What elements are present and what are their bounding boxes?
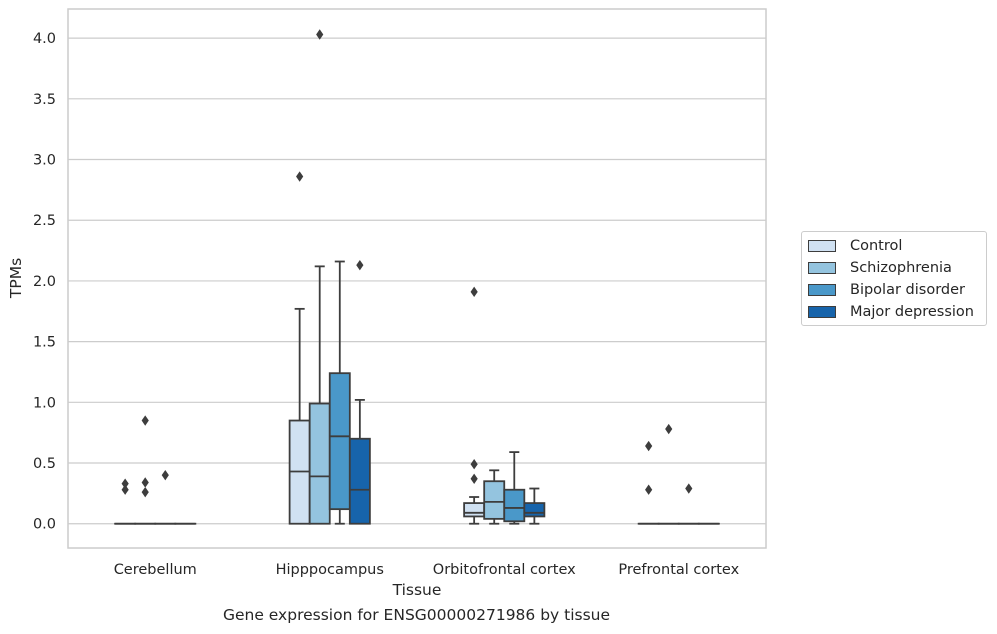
box-major-depression <box>348 259 371 525</box>
y-tick-label: 3.0 <box>33 153 56 169</box>
box-iqr <box>328 372 351 511</box>
y-tick-label: 1.5 <box>33 335 56 351</box>
x-axis-label: Tissue <box>392 581 442 599</box>
outlier-point <box>645 484 653 495</box>
x-tick-label: Hipppocampus <box>276 562 384 578</box>
y-tick-label: 0.5 <box>33 456 56 472</box>
y-tick-label: 2.0 <box>33 274 56 290</box>
y-axis-label: TPMs <box>7 258 25 299</box>
outlier-point <box>645 440 653 452</box>
legend-swatch-schizophrenia <box>808 262 836 274</box>
gridlines <box>68 37 766 525</box>
y-tick-label: 1.0 <box>33 395 56 411</box>
box-control <box>114 478 137 525</box>
legend-label-schizophrenia: Schizophrenia <box>850 260 952 276</box>
outlier-point <box>470 473 478 485</box>
box-iqr <box>523 502 546 518</box>
outlier-point <box>141 486 149 498</box>
box-plot-series <box>114 29 720 525</box>
figure-caption: Gene expression for ENSG00000271986 by t… <box>222 606 611 624</box>
outlier-point <box>161 469 169 481</box>
box-iqr <box>348 437 371 525</box>
box-schizophrenia <box>308 29 331 525</box>
box-control <box>288 171 311 525</box>
plot-frame <box>67 8 767 549</box>
box-iqr <box>308 402 331 525</box>
box-schizophrenia <box>134 415 157 525</box>
outlier-point <box>316 29 324 40</box>
box-schizophrenia <box>657 423 680 525</box>
x-tick-label: Cerebellum <box>114 562 197 578</box>
box-schizophrenia <box>483 469 506 525</box>
y-tick-label: 3.5 <box>33 92 56 108</box>
y-tick-label: 4.0 <box>33 31 56 47</box>
legend-swatch-major-depression <box>808 306 836 318</box>
outlier-point <box>121 478 129 489</box>
x-tick-label: Orbitofrontal cortex <box>433 562 576 578</box>
box-iqr <box>463 502 486 518</box>
outlier-point <box>356 259 364 271</box>
outlier-point <box>470 286 478 298</box>
box-major-depression <box>523 487 546 525</box>
legend: Control Schizophrenia Bipolar disorder M… <box>801 231 987 326</box>
outlier-point <box>685 483 693 494</box>
legend-swatch-bipolar-disorder <box>808 284 836 296</box>
outlier-point <box>470 459 478 470</box>
box-iqr <box>503 488 526 523</box>
legend-label-control: Control <box>850 238 903 254</box>
outlier-point <box>141 415 149 426</box>
outlier-point <box>121 484 129 495</box>
box-iqr <box>483 480 506 520</box>
y-tick-label: 2.5 <box>33 213 56 229</box>
box-bipolar-disorder <box>154 469 177 525</box>
legend-item-schizophrenia: Schizophrenia <box>808 258 952 278</box>
box-bipolar-disorder <box>677 483 700 525</box>
y-tick-label: 0.0 <box>33 517 56 533</box>
x-tick-label: Prefrontal cortex <box>618 562 739 578</box>
legend-item-major-depression: Major depression <box>808 302 974 322</box>
legend-swatch-control <box>808 240 836 252</box>
legend-label-major-depression: Major depression <box>850 304 974 320</box>
legend-item-bipolar-disorder: Bipolar disorder <box>808 280 965 300</box>
legend-label-bipolar-disorder: Bipolar disorder <box>850 282 965 298</box>
box-bipolar-disorder <box>503 451 526 525</box>
outlier-point <box>141 477 149 488</box>
outlier-point <box>296 171 304 182</box>
box-bipolar-disorder <box>328 260 351 525</box>
axes: 0.0 0.5 1.0 1.5 2.0 2.5 3.0 3.5 4.0 Cerebellum Hip… <box>33 8 767 578</box>
box-control <box>463 286 486 525</box>
box-control <box>637 440 660 525</box>
outlier-point <box>665 423 673 435</box>
legend-item-control: Control <box>808 236 902 256</box>
